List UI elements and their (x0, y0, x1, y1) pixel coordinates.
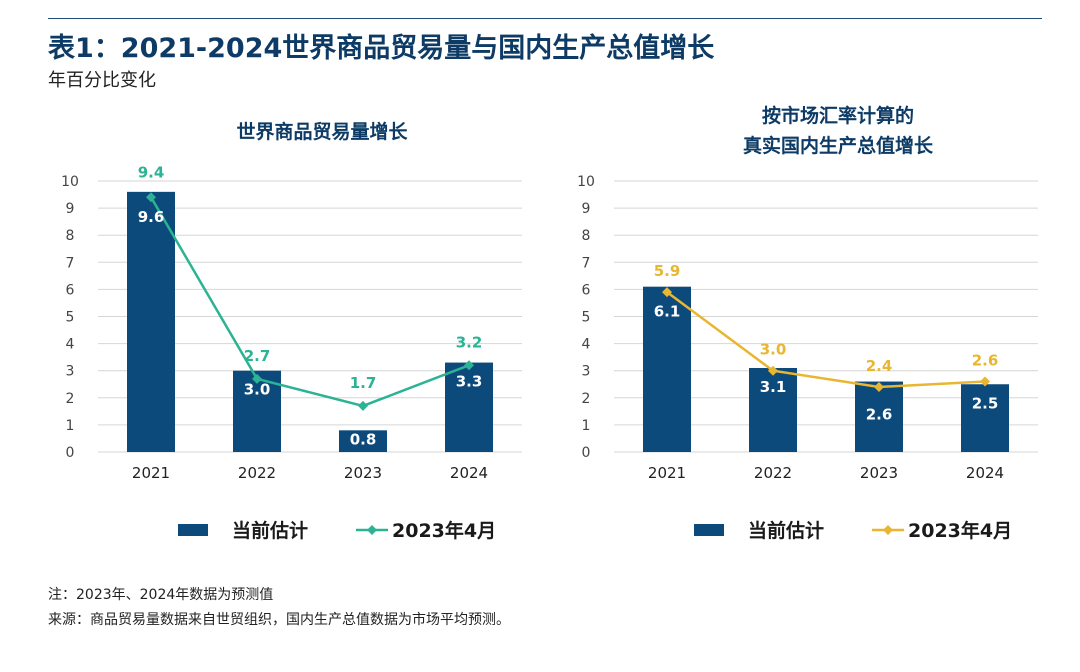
bar-data-label: 3.1 (760, 378, 787, 396)
line-data-label: 2.7 (244, 347, 271, 365)
x-tick-label: 2022 (238, 464, 276, 482)
legend-bar-swatch (694, 524, 724, 536)
y-tick-label: 2 (66, 391, 75, 407)
bar (127, 191, 175, 452)
bar (339, 430, 387, 452)
line-marker (768, 365, 778, 376)
line-data-label: 1.7 (350, 374, 377, 392)
x-tick-label: 2023 (860, 464, 898, 482)
bar-data-label: 3.3 (456, 373, 483, 391)
series-line (149, 196, 470, 408)
chart-world-trade: 世界商品贸易量增长 0 1 2 3 4 5 6 7 8 9 10 2021 2022 2023 2024 9.4… (61, 120, 522, 542)
y-tick-label: 7 (66, 255, 75, 271)
legend-bar-label: 当前估计 (232, 519, 308, 542)
chart-title: 按市场汇率计算的 (762, 104, 914, 127)
line-marker (980, 376, 990, 387)
legend-line-marker (367, 525, 377, 535)
bar (855, 381, 903, 452)
line-marker (464, 360, 474, 371)
bar-data-label: 3.0 (244, 381, 271, 399)
line-data-label: 2.4 (866, 357, 893, 375)
x-tick-label: 2022 (754, 464, 792, 482)
bar (749, 367, 797, 452)
y-tick-label: 8 (582, 228, 591, 244)
y-tick-label: 5 (582, 310, 591, 326)
bar (233, 370, 281, 452)
x-tick-label: 2023 (344, 464, 382, 482)
source-text: 来源：商品贸易量数据来自世贸组织，国内生产总值数据为市场平均预测。 (48, 612, 510, 628)
y-tick-label: 8 (66, 228, 75, 244)
legend-line-label: 2023年4月 (392, 519, 496, 542)
y-tick-label: 1 (66, 418, 75, 434)
x-tick-label: 2024 (966, 464, 1004, 482)
line-data-label: 3.0 (760, 341, 787, 359)
y-tick-label: 0 (66, 445, 75, 461)
bar-data-label: 0.8 (350, 430, 377, 448)
chart-title: 真实国内生产总值增长 (743, 134, 934, 157)
y-tick-label: 7 (582, 255, 591, 271)
page-subtitle: 年百分比变化 (48, 70, 156, 91)
series-line (666, 291, 986, 389)
chart-title: 世界商品贸易量增长 (236, 120, 408, 143)
y-tick-label: 10 (61, 174, 79, 190)
line-marker (358, 400, 368, 411)
legend-line-marker (883, 525, 893, 535)
line-data-label: 2.6 (972, 352, 999, 370)
legend-line-label: 2023年4月 (908, 519, 1012, 542)
legend-bar-swatch (178, 524, 208, 536)
y-tick-label: 4 (66, 337, 75, 353)
bar-data-label: 9.6 (138, 208, 165, 226)
footnotes: 注：2023年、2024年数据为预测值 来源：商品贸易量数据来自世贸组织，国内生… (48, 583, 510, 633)
legend-bar-label: 当前估计 (748, 519, 824, 542)
x-tick-label: 2024 (450, 464, 488, 482)
top-rule (48, 18, 1042, 19)
line-marker (662, 287, 672, 298)
x-tick-label: 2021 (648, 464, 686, 482)
y-tick-label: 10 (577, 174, 595, 190)
bar (961, 384, 1009, 452)
y-tick-label: 6 (66, 282, 75, 298)
bar (445, 362, 493, 452)
y-tick-label: 4 (582, 337, 591, 353)
line-marker (874, 381, 884, 392)
y-tick-label: 3 (582, 364, 591, 380)
y-tick-label: 9 (582, 201, 591, 217)
y-tick-label: 9 (66, 201, 75, 217)
x-tick-label: 2021 (132, 464, 170, 482)
bar-data-label: 6.1 (654, 303, 681, 321)
y-tick-label: 2 (582, 391, 591, 407)
line-data-label: 5.9 (654, 262, 681, 280)
line-marker (252, 373, 262, 384)
page-title: 表1：2021-2024世界商品贸易量与国内生产总值增长 (48, 33, 715, 64)
note-text: 注：2023年、2024年数据为预测值 (48, 587, 274, 603)
bar-data-label: 2.5 (972, 394, 999, 412)
line-data-label: 3.2 (456, 333, 483, 351)
y-tick-label: 0 (582, 445, 591, 461)
y-tick-label: 1 (582, 418, 591, 434)
y-tick-label: 6 (582, 282, 591, 298)
y-tick-label: 5 (66, 310, 75, 326)
line-data-label: 9.4 (138, 163, 165, 181)
line-marker (146, 192, 156, 203)
y-tick-label: 3 (66, 364, 75, 380)
bar-data-label: 2.6 (866, 406, 893, 424)
bar (643, 286, 691, 452)
